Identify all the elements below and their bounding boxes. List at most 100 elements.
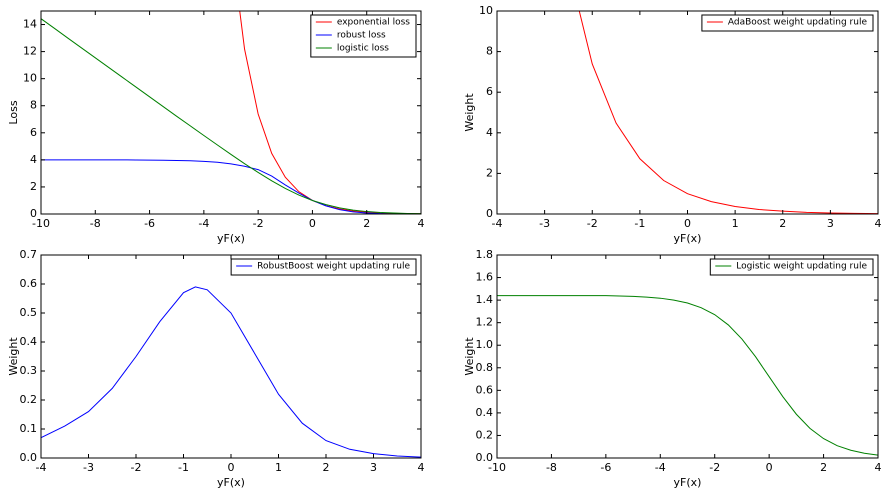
x-tick-label: -8 [546, 461, 557, 474]
x-tick-label: 0 [766, 461, 773, 474]
y-tick-label: 0.0 [476, 451, 494, 464]
y-tick-label: 0.8 [476, 361, 494, 374]
x-tick-label: -2 [587, 217, 598, 230]
plot-frame [496, 10, 879, 215]
y-tick-label: 0 [486, 207, 493, 220]
y-tick-label: 8 [30, 99, 37, 112]
series-line [497, 295, 878, 456]
legend-label: Logistic weight updating rule [736, 262, 867, 272]
y-tick-label: 6 [486, 85, 493, 98]
x-tick-label: -2 [709, 461, 720, 474]
legend-box [230, 258, 417, 276]
x-tick-label: -4 [36, 461, 47, 474]
y-tick-label: 0.4 [20, 335, 38, 348]
y-tick-label: 1.0 [476, 338, 494, 351]
plot-area [497, 255, 878, 458]
x-tick-label: -8 [90, 217, 101, 230]
x-tick-label: 2 [779, 217, 786, 230]
y-tick-label: 1.2 [476, 316, 494, 329]
x-tick-label: -6 [600, 461, 611, 474]
x-tick-label: 4 [875, 461, 882, 474]
y-tick-label: 0.1 [20, 422, 38, 435]
x-tick-label: 2 [323, 461, 330, 474]
x-tick-label: -3 [83, 461, 94, 474]
x-tick-label: 1 [732, 217, 739, 230]
x-tick-label: -3 [539, 217, 550, 230]
y-axis-label: Loss [7, 100, 20, 124]
y-tick-label: 4 [30, 153, 37, 166]
legend-label: RobustBoost weight updating rule [257, 262, 410, 272]
x-tick-label: -1 [634, 217, 645, 230]
x-tick-label: -1 [178, 461, 189, 474]
legend-label: logistic loss [337, 44, 389, 54]
y-tick-label: 2 [486, 166, 493, 179]
subplot: -4 -3 -2 -1 0 1 2 3 4 0 2 4 6 8 10 yF(x) Weight AdaBoost … [463, 4, 882, 245]
plot-area [497, 11, 878, 214]
y-tick-label: 8 [486, 45, 493, 58]
legend: Logistic weight updating rule [709, 258, 874, 276]
plot-area [41, 255, 421, 458]
y-tick-label: 0.2 [476, 428, 494, 441]
subplot: -4 -3 -2 -1 0 1 2 3 4 0.0 0.1 0.2 0.3 0.4 0.5 0.6 0.7 yF(… [7, 248, 425, 489]
x-axis-label: yF(x) [674, 232, 702, 245]
x-axis-label: yF(x) [674, 476, 702, 489]
legend-label: AdaBoost weight updating rule [728, 18, 868, 28]
y-axis-label: Weight [7, 337, 20, 376]
series-line [41, 286, 421, 458]
x-tick-label: 3 [827, 217, 834, 230]
y-tick-label: 0.3 [20, 364, 38, 377]
x-tick-label: 4 [875, 217, 882, 230]
x-tick-label: -10 [488, 461, 506, 474]
legend: AdaBoost weight updating rule [701, 14, 874, 32]
y-tick-label: 0.6 [20, 277, 38, 290]
x-tick-label: 2 [820, 461, 827, 474]
x-tick-label: -10 [32, 217, 50, 230]
plot-frame [40, 254, 422, 459]
x-tick-label: -4 [655, 461, 666, 474]
x-tick-label: 0 [684, 217, 691, 230]
legend-label: exponential loss [337, 18, 410, 28]
plot-frame [496, 254, 879, 459]
x-tick-label: -2 [131, 461, 142, 474]
x-tick-label: -4 [198, 217, 209, 230]
y-tick-label: 12 [23, 45, 37, 58]
x-axis-label: yF(x) [217, 476, 245, 489]
legend-box [709, 258, 874, 276]
legend-label: robust loss [337, 31, 386, 41]
y-tick-label: 0.4 [476, 406, 494, 419]
legend: RobustBoost weight updating rule [230, 258, 417, 276]
y-tick-label: 0.7 [20, 248, 38, 261]
y-tick-label: 6 [30, 126, 37, 139]
legend-box [701, 14, 874, 32]
x-tick-label: 4 [418, 461, 425, 474]
x-tick-label: 2 [363, 217, 370, 230]
y-tick-label: 14 [23, 18, 37, 31]
subplot: -10 -8 -6 -4 -2 0 2 4 0.0 0.2 0.4 0.6 0.8 1.0 1.2 1.4 1.… [463, 248, 882, 489]
subplot: -10 -8 -6 -4 -2 0 2 4 0 2 4 6 8 10 12 14 yF(x) Loss expone… [7, 10, 425, 245]
x-tick-label: 0 [228, 461, 235, 474]
y-tick-label: 1.8 [476, 248, 494, 261]
y-axis-label: Weight [463, 93, 476, 132]
x-tick-label: 1 [275, 461, 282, 474]
y-tick-label: 0 [30, 207, 37, 220]
series-line [41, 159, 421, 214]
y-tick-label: 10 [479, 4, 493, 17]
y-tick-label: 0.2 [20, 393, 38, 406]
legend: exponential loss robust loss logistic loss [310, 14, 417, 58]
x-axis-label: yF(x) [217, 232, 245, 245]
y-tick-label: 4 [486, 126, 493, 139]
x-tick-label: 0 [309, 217, 316, 230]
series-line [41, 18, 421, 214]
x-tick-label: -4 [492, 217, 503, 230]
y-tick-label: 0.5 [20, 306, 38, 319]
x-tick-label: -6 [144, 217, 155, 230]
y-tick-label: 1.4 [476, 293, 494, 306]
y-tick-label: 10 [23, 72, 37, 85]
y-tick-label: 0.0 [20, 451, 38, 464]
x-tick-label: 3 [370, 461, 377, 474]
y-tick-label: 2 [30, 180, 37, 193]
y-tick-label: 0.6 [476, 383, 494, 396]
x-tick-label: 4 [418, 217, 425, 230]
y-tick-label: 1.6 [476, 271, 494, 284]
